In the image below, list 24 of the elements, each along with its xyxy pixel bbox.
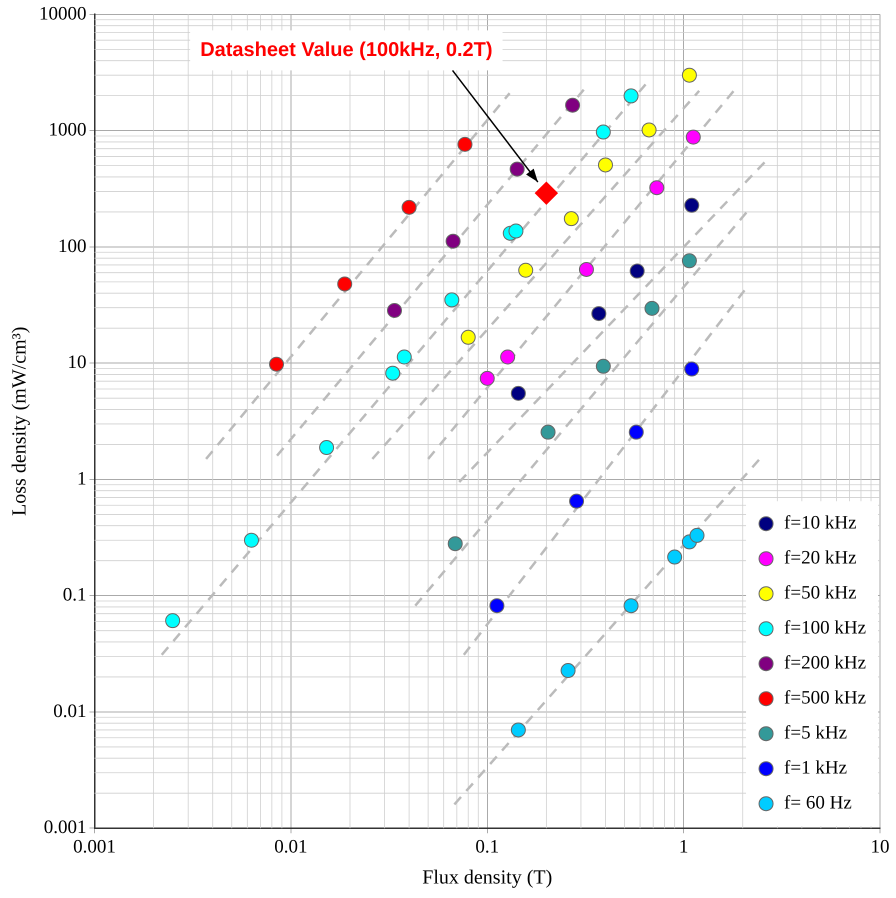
y-tick-label: 1 xyxy=(77,468,86,490)
y-tick-label: 0.01 xyxy=(53,700,86,722)
y-tick-label: 10000 xyxy=(39,3,86,24)
legend-label: f=200 kHz xyxy=(784,652,866,674)
legend-label: f=5 kHz xyxy=(784,722,848,744)
x-tick-label: 10 xyxy=(870,836,890,858)
legend-label: f= 60 Hz xyxy=(784,792,852,814)
legend-label: f=500 kHz xyxy=(784,688,866,709)
legend-label: f=1 kHz xyxy=(784,758,848,779)
legend-label: f=10 kHz xyxy=(784,512,857,534)
y-tick-label: 100 xyxy=(58,236,86,257)
y-tick-label: 10 xyxy=(68,352,86,374)
y-tick-label: 1000 xyxy=(48,120,86,141)
x-tick-label: 0.01 xyxy=(274,836,308,858)
annotation: Datasheet Value (100kHz, 0.2T) xyxy=(200,38,493,61)
legend-label: f=20 kHz xyxy=(784,548,857,569)
y-tick-label: 0.001 xyxy=(44,817,86,838)
x-tick-label: 0.1 xyxy=(475,836,500,858)
y-tick-label: 0.1 xyxy=(62,584,86,606)
x-tick-label: 1 xyxy=(678,836,688,858)
x-axis-title: Flux density (T) xyxy=(422,866,552,888)
y-axis-title: Loss density (mW/cm³) xyxy=(8,326,30,516)
legend-label: f=50 kHz xyxy=(784,582,857,604)
legend-label: f=100 kHz xyxy=(784,618,866,639)
